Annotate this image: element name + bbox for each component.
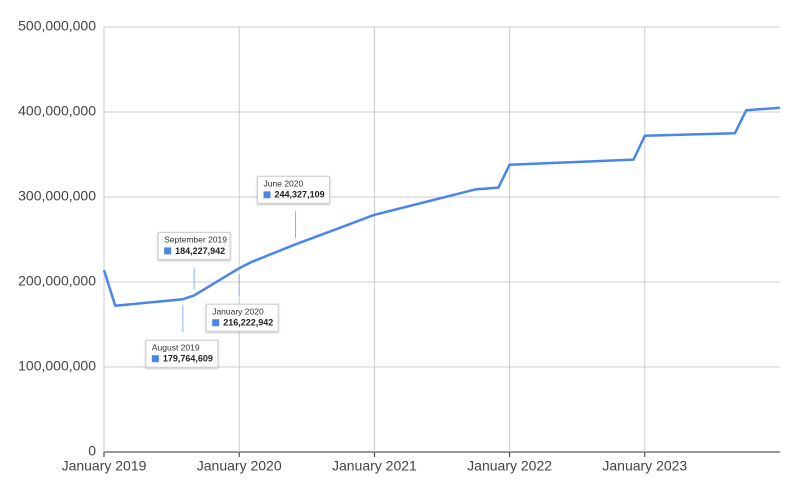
x-tick-label: January 2019 [62, 458, 147, 474]
legend-swatch [164, 247, 172, 255]
data-label: 244,327,109 [275, 190, 325, 200]
x-tick-label: January 2022 [467, 458, 552, 474]
data-label: 179,764,609 [163, 354, 213, 364]
tooltip-title: August 2019 [152, 342, 200, 352]
legend-swatch [212, 319, 220, 327]
tooltip-box [257, 175, 331, 204]
data-label: 184,227,942 [175, 246, 225, 256]
legend-swatch [151, 355, 159, 363]
tooltip: January 2020 216,222,942 [205, 274, 279, 332]
x-tick-label: January 2020 [197, 458, 282, 474]
tooltip-box [157, 231, 231, 260]
tooltip-box [145, 339, 219, 368]
x-tick-label: January 2023 [602, 458, 687, 474]
y-tick-label: 400,000,000 [18, 103, 96, 119]
y-tick-label: 200,000,000 [18, 273, 96, 289]
tooltip-title: June 2020 [264, 179, 304, 189]
y-tick-label: 100,000,000 [18, 358, 96, 374]
tooltip-box [205, 303, 279, 332]
y-tick-label: 300,000,000 [18, 188, 96, 204]
tooltip-title: September 2019 [164, 235, 227, 245]
y-tick-label: 500,000,000 [18, 18, 96, 34]
legend-swatch [263, 191, 271, 199]
line [102, 106, 781, 308]
data-label: 216,222,942 [223, 318, 273, 328]
tooltip: August 2019 179,764,609 [145, 305, 219, 368]
tooltip-title: January 2020 [212, 306, 264, 316]
y-tick-label: 0 [88, 443, 96, 459]
x-tick-label: January 2021 [332, 458, 417, 474]
